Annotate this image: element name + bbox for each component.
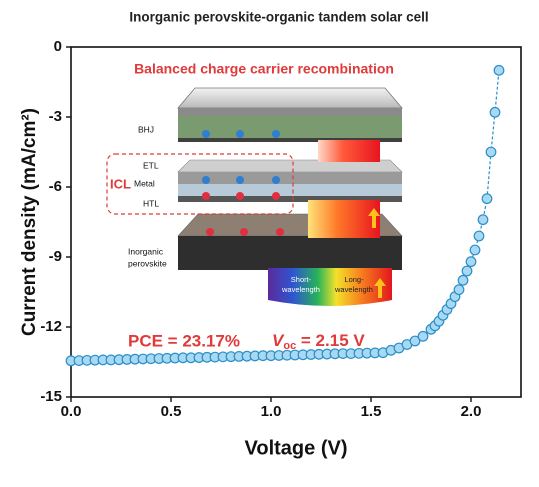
- y-tick-label: 0: [54, 38, 62, 55]
- perovskite-label: perovskite: [128, 258, 167, 268]
- data-point: [493, 64, 505, 76]
- x-tick-label: 1.5: [361, 403, 382, 420]
- x-tick-label: 2.0: [461, 403, 482, 420]
- plot-frame: [70, 46, 522, 398]
- etl-label: ETL: [143, 160, 159, 170]
- y-tick-label: -12: [40, 318, 62, 335]
- headline-annotation: Balanced charge carrier recombination: [134, 61, 394, 77]
- data-point: [461, 265, 473, 277]
- data-point: [453, 284, 465, 296]
- top-electrode: [177, 87, 403, 109]
- short-wavelength-label: wavelength: [281, 285, 320, 294]
- arrow-icon: [374, 278, 386, 298]
- y-axis-label: Current density (mA/cm²): [19, 108, 40, 336]
- short-light-column: [308, 200, 380, 238]
- bhj-label: BHJ: [138, 124, 154, 134]
- x-tick-label: 0.5: [161, 403, 182, 420]
- long-light-column: [318, 140, 380, 162]
- data-point: [485, 146, 497, 158]
- htl-layer: [178, 184, 402, 196]
- perovskite-label: Inorganic: [128, 246, 164, 256]
- data-point: [481, 193, 493, 205]
- long-wavelength-label: wavelength: [334, 285, 373, 294]
- htl-label: HTL: [143, 198, 159, 208]
- x-axis-label: Voltage (V): [245, 437, 348, 459]
- data-point: [465, 256, 477, 268]
- icl-box: [106, 153, 294, 215]
- data-point: [489, 106, 501, 118]
- y-tick-label: -15: [40, 388, 62, 405]
- long-wavelength-label: Long-: [344, 275, 364, 284]
- data-point: [477, 214, 489, 226]
- icl-label: ICL: [110, 176, 131, 191]
- perovskite-side: [178, 236, 402, 270]
- voc-annotation: Voc = 2.15 V: [272, 331, 365, 351]
- y-tick-label: -3: [49, 108, 62, 125]
- electrons: [202, 130, 280, 184]
- data-point: [409, 335, 421, 347]
- bhj-layer: [178, 116, 402, 138]
- voc-symbol: V: [272, 331, 285, 350]
- chart-title: Inorganic perovskite-organic tandem sola…: [129, 10, 428, 25]
- data-point: [417, 330, 429, 342]
- x-tick-label: 1.0: [261, 403, 282, 420]
- data-point: [457, 274, 469, 286]
- pce-annotation: PCE = 23.17%: [128, 331, 240, 350]
- y-tick-label: -6: [49, 178, 62, 195]
- spectrum-bar: [268, 268, 392, 306]
- x-tick-label: 0.0: [61, 403, 82, 420]
- metal-layer: [178, 172, 402, 184]
- arrow-icon: [368, 208, 380, 228]
- voc-value: = 2.15 V: [296, 331, 365, 350]
- data-point: [469, 244, 481, 256]
- voc-subscript: oc: [283, 340, 296, 352]
- inset-diagram: BHJ ETL Metal HTL ICL Inorganic perovski…: [106, 87, 403, 306]
- top-electrode-side: [178, 108, 402, 116]
- holes: [202, 192, 284, 236]
- short-wavelength-label: Short-: [291, 275, 312, 284]
- metal-label: Metal: [134, 178, 155, 188]
- data-point: [473, 230, 485, 242]
- y-tick-label: -9: [49, 248, 62, 265]
